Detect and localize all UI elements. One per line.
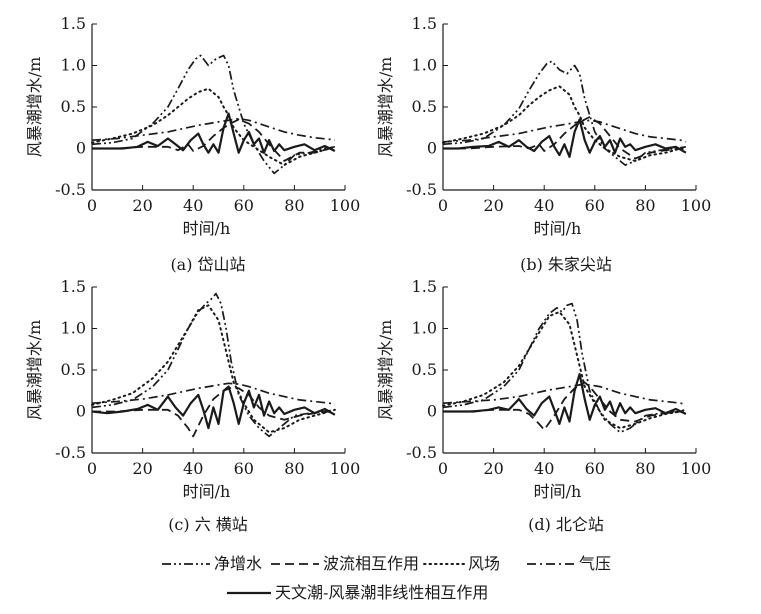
y-axis-title: 风暴潮增水/m <box>25 320 44 421</box>
x-tick-label: 0 <box>87 196 97 215</box>
series-line-1 <box>91 54 336 175</box>
series-line-4 <box>442 384 687 406</box>
x-tick-label: 60 <box>585 196 605 215</box>
x-tick-label: 40 <box>183 196 203 215</box>
y-tick-label: -0.5 <box>406 180 437 199</box>
series-line-3 <box>91 87 336 167</box>
x-tick-label: 80 <box>284 459 304 478</box>
legend-label-4: 气压 <box>579 554 611 573</box>
x-axis-title: 时间/h <box>534 219 582 238</box>
y-tick-label: -0.5 <box>406 443 437 462</box>
x-tick-label: 60 <box>234 459 254 478</box>
y-tick-label: 1.0 <box>412 56 437 75</box>
y-tick-label: 1.5 <box>61 14 86 33</box>
series-line-3 <box>442 310 687 430</box>
y-tick-label: 0 <box>76 402 86 421</box>
y-axis-title: 风暴潮增水/m <box>376 320 395 421</box>
x-tick-label: 100 <box>681 459 712 478</box>
x-tick-label: 100 <box>330 459 361 478</box>
x-tick-label: 60 <box>585 459 605 478</box>
chart-panel-3: -0.500.51.01.50 20 40 60 80 100时间/h风暴潮增水/m(c)… <box>25 277 360 534</box>
series-line-5 <box>91 385 336 430</box>
y-tick-label: 0.5 <box>412 360 437 379</box>
x-tick-label: 80 <box>635 196 655 215</box>
series-line-4 <box>442 119 687 143</box>
series-line-2 <box>443 116 687 160</box>
x-tick-label: 0 <box>438 196 448 215</box>
legend-label-2: 波流相互作用 <box>323 554 419 573</box>
legend-label-1: 净增水 <box>214 554 262 573</box>
y-tick-label: 1.0 <box>412 319 437 338</box>
y-tick-label: 1.0 <box>61 319 86 338</box>
series-line-2 <box>443 381 687 431</box>
x-tick-label: 40 <box>183 459 203 478</box>
y-tick-label: 1.5 <box>61 277 86 296</box>
x-tick-label: 40 <box>534 196 554 215</box>
series-line-5 <box>443 118 687 158</box>
y-tick-label: 0 <box>427 402 437 421</box>
y-tick-label: 0.5 <box>61 97 86 116</box>
y-tick-label: 0.5 <box>412 97 437 116</box>
panel-caption: (d) 北仑站 <box>528 515 604 534</box>
series-line-3 <box>442 85 687 162</box>
series-line-1 <box>442 302 687 434</box>
legend-label-3: 风场 <box>468 554 500 573</box>
x-tick-label: 80 <box>284 196 304 215</box>
chart-panel-2: -0.500.51.01.50 20 40 60 80 100时间/h风暴潮增水/m(b)… <box>376 14 711 274</box>
x-tick-label: 0 <box>438 459 448 478</box>
x-tick-label: 20 <box>132 459 152 478</box>
x-tick-label: 40 <box>534 459 554 478</box>
series-line-3 <box>91 304 336 434</box>
y-tick-label: -0.5 <box>55 180 86 199</box>
x-tick-label: 20 <box>483 459 503 478</box>
series-line-4 <box>91 382 336 406</box>
x-tick-label: 60 <box>234 196 254 215</box>
panel-caption: (c) 六 横站 <box>168 515 248 534</box>
chart-panel-1: -0.500.51.01.50 20 40 60 80 100时间/h风暴潮增水/m(a)… <box>25 14 360 274</box>
x-tick-label: 20 <box>132 196 152 215</box>
y-axis-title: 风暴潮增水/m <box>25 57 44 158</box>
series-line-1 <box>442 60 687 166</box>
y-tick-label: 1.0 <box>61 56 86 75</box>
series-line-2 <box>92 118 336 162</box>
y-tick-label: 0.5 <box>61 360 86 379</box>
panel-caption: (a) 岱山站 <box>170 255 245 274</box>
chart-panel-4: -0.500.51.01.50 20 40 60 80 100时间/h风暴潮增水/m(d)… <box>376 277 711 534</box>
y-tick-label: 1.5 <box>412 277 437 296</box>
y-tick-label: 0 <box>427 139 437 158</box>
y-axis-title: 风暴潮增水/m <box>376 57 395 158</box>
x-tick-label: 0 <box>87 459 97 478</box>
series-line-4 <box>91 117 336 142</box>
series-line-5 <box>443 373 687 425</box>
x-axis-title: 时间/h <box>183 219 231 238</box>
x-tick-label: 80 <box>635 459 655 478</box>
x-tick-label: 100 <box>681 196 712 215</box>
x-tick-label: 20 <box>483 196 503 215</box>
y-tick-label: 1.5 <box>412 14 437 33</box>
x-axis-title: 时间/h <box>534 482 582 501</box>
series-line-1 <box>91 292 336 438</box>
x-axis-title: 时间/h <box>183 482 231 501</box>
legend-label-5: 天文潮-风暴潮非线性相互作用 <box>275 583 488 602</box>
x-tick-label: 100 <box>330 196 361 215</box>
series-line-5 <box>92 112 336 154</box>
y-tick-label: -0.5 <box>55 443 86 462</box>
panel-caption: (b) 朱家尖站 <box>520 255 612 274</box>
y-tick-label: 0 <box>76 139 86 158</box>
